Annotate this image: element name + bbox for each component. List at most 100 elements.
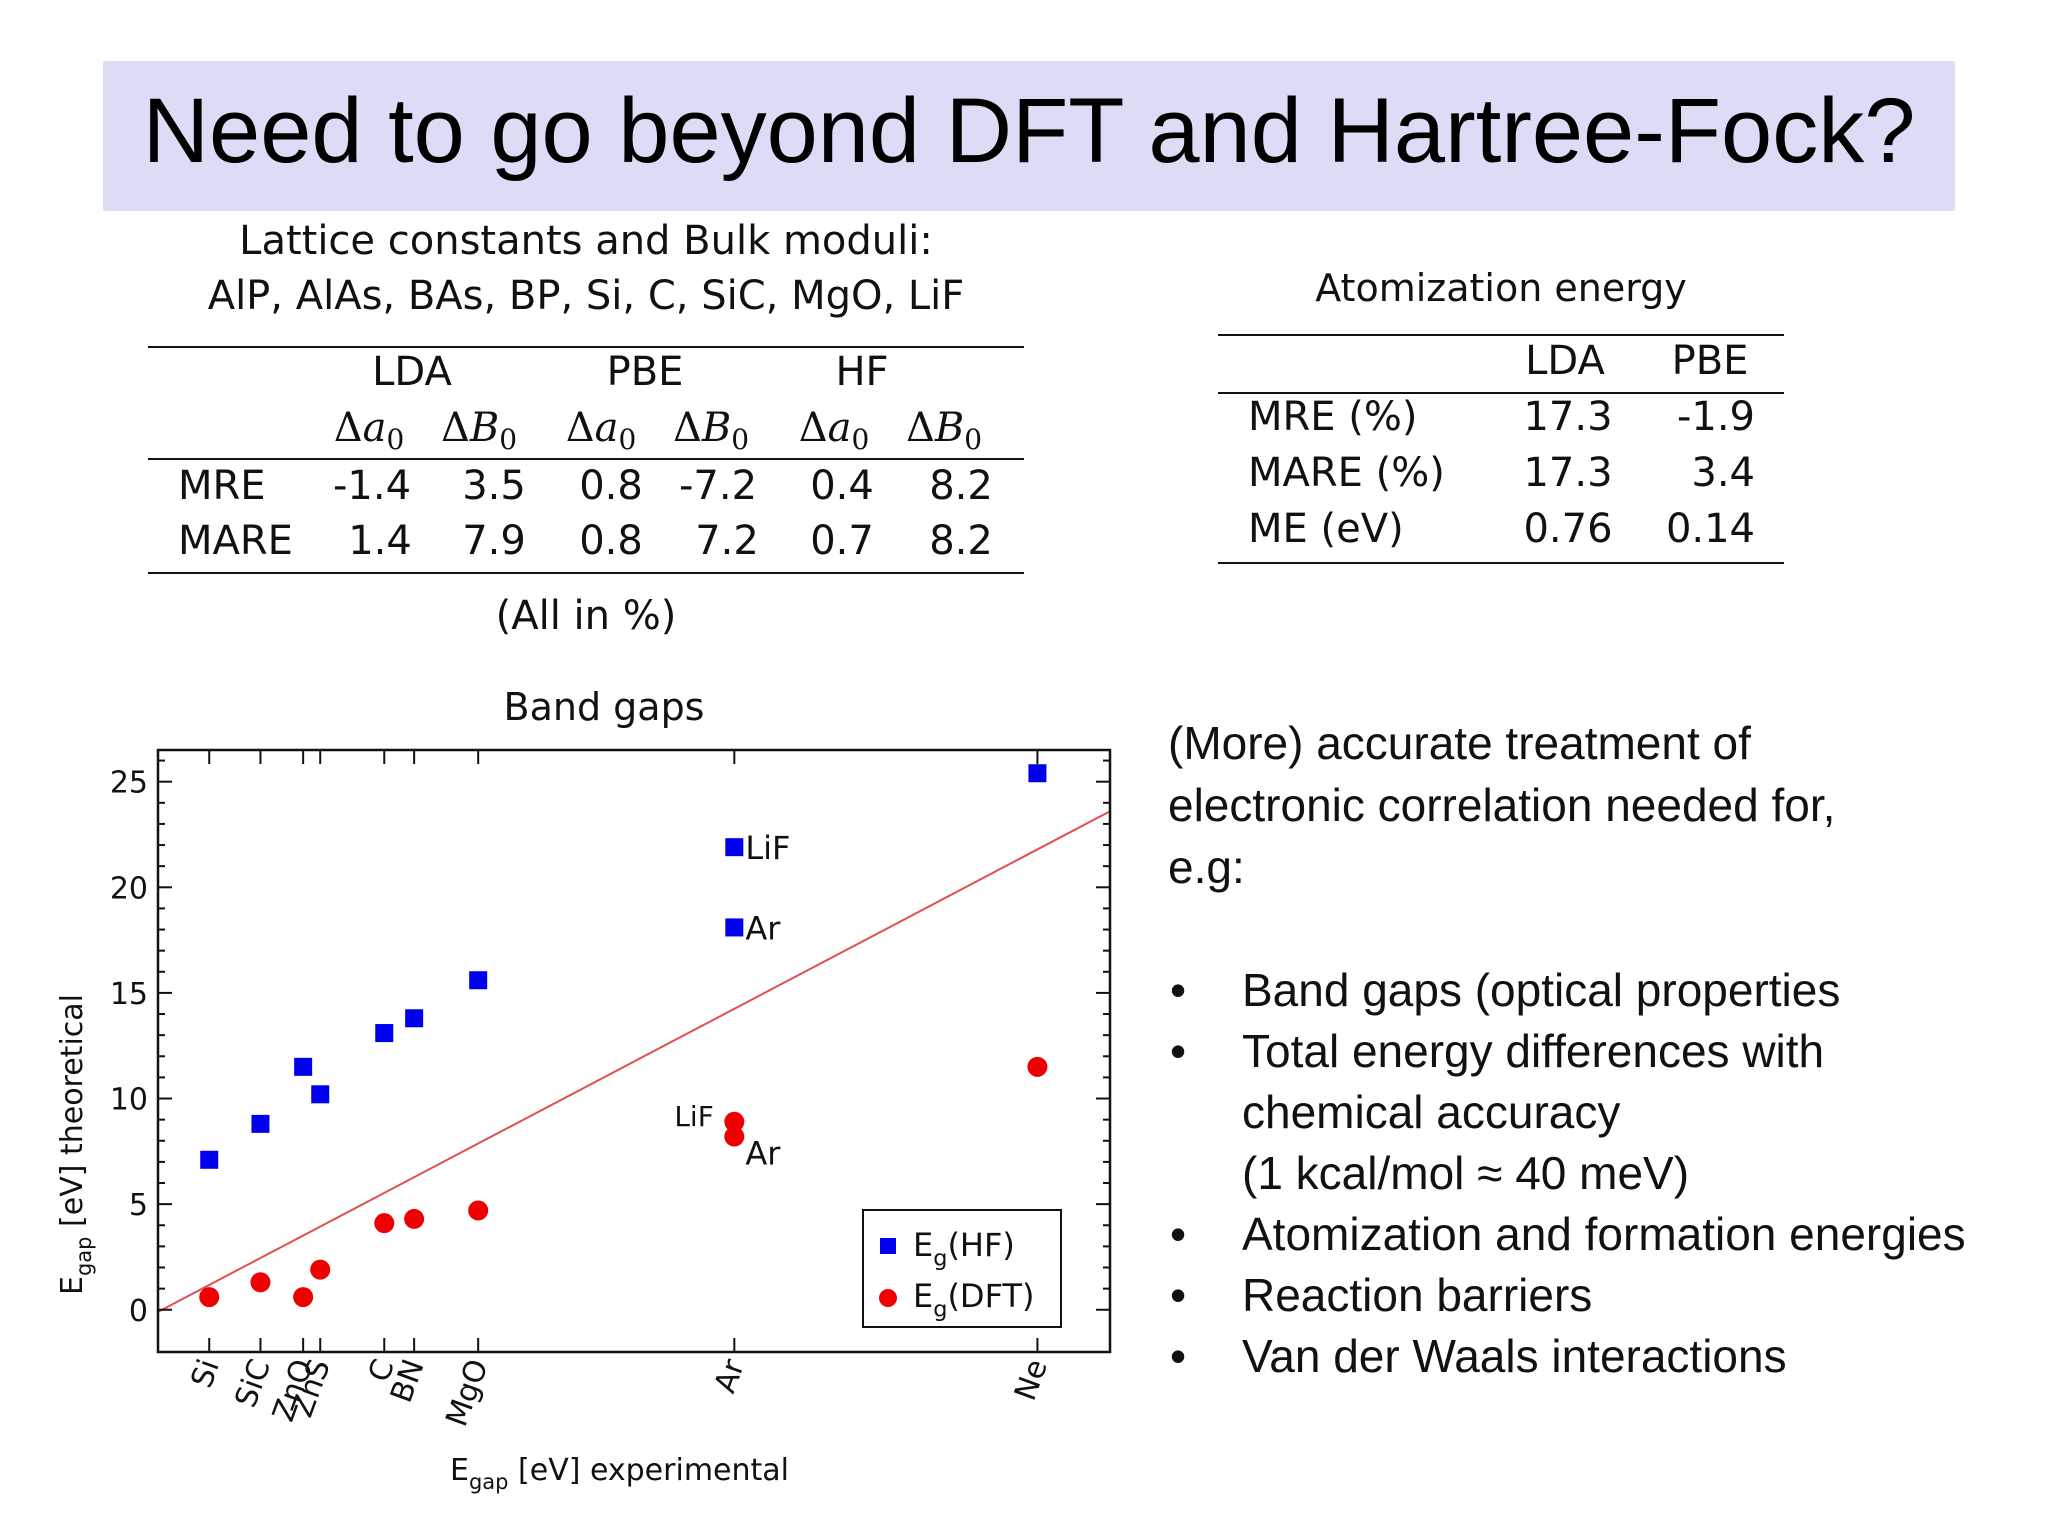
x-category-label: BN (384, 1355, 432, 1407)
y-axis-label: Egap [eV] theoretical (55, 994, 96, 1295)
lattice-table-top-rule (148, 346, 1024, 348)
lattice-method-lda: LDA (372, 349, 452, 395)
lattice-table-title-2: AlP, AlAs, BAs, BP, Si, C, SiC, MgO, LiF (207, 273, 965, 319)
lattice-subheader-pbe-b0: ΔB0 (672, 405, 750, 456)
lattice-cell: -1.4 (332, 463, 412, 509)
y-tick-label: 10 (110, 1083, 148, 1118)
atomization-cell: 17.3 (1523, 450, 1613, 496)
hf-point (200, 1150, 219, 1169)
hf-point (311, 1085, 330, 1104)
atomization-cell: 17.3 (1523, 394, 1613, 440)
atomization-row-label: ME (eV) (1248, 506, 1404, 552)
hf-point (251, 1114, 270, 1133)
bullet-item: • Total energy differences with (1160, 1021, 1966, 1082)
dft-point (310, 1259, 331, 1280)
x-axis-label: Egap [eV] experimental (450, 1453, 789, 1494)
legend-dft-label: Eg(DFT) (913, 1277, 1034, 1323)
slide-title: Need to go beyond DFT and Hartree-Fock? (142, 80, 1916, 182)
x-category-label: Ne (1008, 1355, 1055, 1405)
hf-point (294, 1057, 313, 1076)
x-category-label: MgO (439, 1355, 495, 1431)
hf-point (725, 918, 744, 937)
lattice-cell: 1.4 (348, 518, 412, 564)
bullet-item: • Reaction barriers (1160, 1265, 1966, 1326)
hf-point (375, 1024, 394, 1043)
x-category-label: Ar (708, 1354, 752, 1397)
lattice-cell: 0.7 (810, 518, 874, 564)
hf-point (405, 1009, 424, 1028)
atomization-table-bottom-rule (1218, 562, 1784, 564)
bullet-dot: • (1170, 1208, 1187, 1260)
bullet-dot: • (1170, 964, 1187, 1016)
atomization-table-mid-rule (1218, 392, 1784, 394)
hf-point (469, 971, 488, 990)
y-tick-label: 0 (129, 1294, 148, 1329)
dft-point (250, 1272, 271, 1293)
dft-point (724, 1111, 745, 1132)
dft-point (374, 1213, 395, 1234)
chart-title: Band gaps (504, 685, 705, 729)
lattice-table-title-1: Lattice constants and Bulk moduli: (239, 218, 933, 264)
atomization-table-top-rule (1218, 334, 1784, 336)
lattice-cell: 7.2 (695, 518, 759, 564)
point-label: Ar (745, 1135, 781, 1173)
lattice-cell: 8.2 (929, 518, 993, 564)
atomization-cell: 0.14 (1665, 506, 1755, 552)
bullet-text: Atomization and formation energies (1242, 1208, 1966, 1260)
y-tick-label: 5 (129, 1188, 148, 1223)
y-tick-label: 15 (110, 977, 148, 1012)
lattice-cell: 7.9 (462, 518, 526, 564)
lattice-subheader-lda-b0: ΔB0 (440, 405, 518, 456)
lattice-cell: 8.2 (929, 463, 993, 509)
bullet-text: (1 kcal/mol ≈ 40 meV) (1242, 1147, 1690, 1199)
atomization-table-title: Atomization energy (1315, 266, 1687, 310)
legend-hf-label: Eg(HF) (913, 1226, 1015, 1272)
dft-point (293, 1287, 314, 1308)
title-band: Need to go beyond DFT and Hartree-Fock? (103, 61, 1955, 211)
legend-hf-marker (880, 1238, 896, 1254)
legend-box (862, 1209, 1062, 1328)
lattice-row-label: MRE (178, 463, 266, 509)
point-label: LiF (745, 829, 790, 867)
atomization-cell: -1.9 (1676, 394, 1755, 440)
lattice-cell: 0.4 (810, 463, 874, 509)
bullet-dot: • (1170, 1269, 1187, 1321)
plot-frame (156, 748, 1112, 1354)
dft-point (199, 1287, 220, 1308)
bullet-list: • Band gaps (optical properties • Total en… (1160, 960, 1966, 1387)
bullet-continuation: (1 kcal/mol ≈ 40 meV) (1160, 1143, 1966, 1204)
correlation-text-line-2: electronic correlation needed for, (1168, 779, 1836, 831)
lattice-cell: 0.8 (579, 518, 643, 564)
hf-point (725, 838, 744, 857)
bullet-dot: • (1170, 1330, 1187, 1382)
lattice-cell: 3.5 (462, 463, 526, 509)
bullet-continuation: chemical accuracy (1160, 1082, 1966, 1143)
lattice-method-hf: HF (835, 349, 889, 395)
bullet-item: • Band gaps (optical properties (1160, 960, 1966, 1021)
atomization-row-label: MARE (%) (1248, 450, 1445, 496)
bullet-item: • Van der Waals interactions (1160, 1326, 1966, 1387)
atomization-row-label: MRE (%) (1248, 394, 1418, 440)
atomization-method-lda: LDA (1525, 338, 1605, 384)
hf-point (1028, 764, 1047, 783)
lattice-subheader-lda-a0: Δa0 (333, 405, 405, 456)
lattice-table-mid-rule (148, 458, 1024, 460)
legend-dft-marker (879, 1289, 897, 1307)
lattice-row-label: MARE (178, 518, 293, 564)
y-tick-label: 25 (110, 766, 148, 801)
lattice-table-bottom-rule (148, 572, 1024, 574)
point-label: Ar (745, 909, 781, 947)
correlation-text-line-1: (More) accurate treatment of (1168, 717, 1751, 769)
lattice-subheader-hf-a0: Δa0 (798, 405, 870, 456)
dft-point (724, 1126, 745, 1147)
lattice-subheader-hf-b0: ΔB0 (905, 405, 983, 456)
lattice-cell: -7.2 (678, 463, 758, 509)
lattice-subheader-pbe-a0: Δa0 (565, 405, 637, 456)
x-category-label: Si (184, 1355, 226, 1393)
atomization-method-pbe: PBE (1671, 338, 1749, 384)
bullet-dot: • (1170, 1025, 1187, 1077)
bullet-item: • Atomization and formation energies (1160, 1204, 1966, 1265)
atomization-cell: 0.76 (1523, 506, 1613, 552)
point-label: LiF (674, 1100, 713, 1133)
